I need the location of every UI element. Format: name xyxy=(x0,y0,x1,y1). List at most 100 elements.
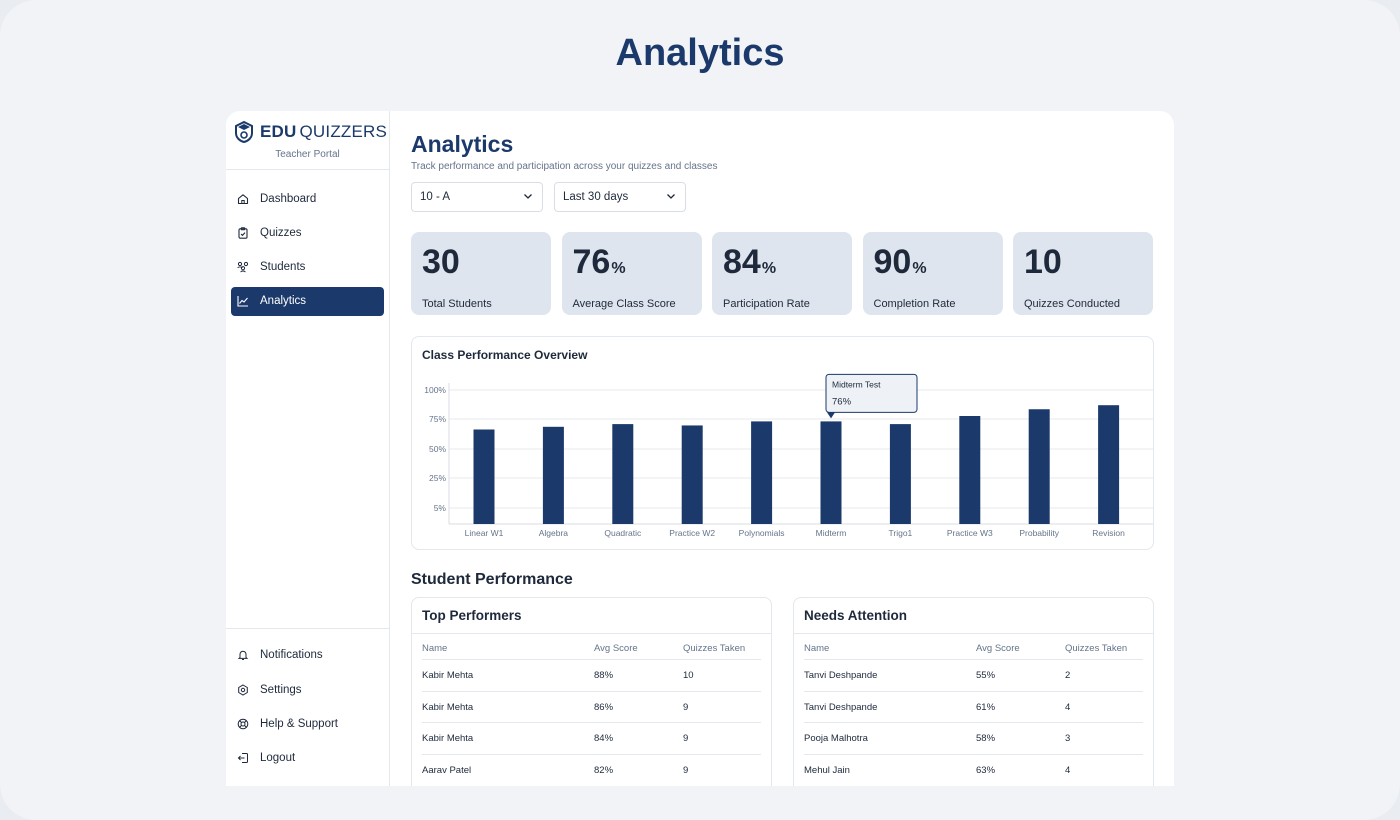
stat-label: Average Class Score xyxy=(572,298,676,310)
brand-name-bold: EDU xyxy=(260,122,297,141)
class-select[interactable]: 10 - A xyxy=(411,182,543,212)
sidebar-item-help[interactable]: Help & Support xyxy=(231,709,384,738)
table-row[interactable]: Kabir Mehta 86% 9 xyxy=(422,692,761,724)
stat-value: 90 xyxy=(873,243,912,281)
tooltip-pointer xyxy=(827,412,835,419)
avg-score: 88% xyxy=(594,669,614,681)
sidebar-item-notifications[interactable]: Notifications xyxy=(231,641,384,670)
x-tick-label: Linear W1 xyxy=(465,528,504,538)
quizzes-taken: 3 xyxy=(1065,733,1071,745)
sidebar-item-students[interactable]: Students xyxy=(231,253,384,282)
avg-score: 63% xyxy=(976,764,996,776)
x-tick-label: Trigo1 xyxy=(889,528,913,538)
date-range-select[interactable]: Last 30 days xyxy=(554,182,686,212)
tooltip xyxy=(825,373,918,413)
bar xyxy=(1098,405,1120,524)
student-name: Tanvi Deshpande xyxy=(804,701,878,713)
tooltip-label: Midterm Test xyxy=(832,379,881,389)
table-row[interactable]: Tanvi Deshpande 61% 4 xyxy=(804,692,1143,724)
y-tick-label: 50% xyxy=(429,444,446,454)
stat-label: Participation Rate xyxy=(723,298,810,310)
avg-score: 55% xyxy=(976,669,996,681)
tooltip-value: 76% xyxy=(832,396,852,407)
y-tick-label: 75% xyxy=(429,414,446,424)
sidebar-nav: Dashboard Quizzes Students xyxy=(226,170,389,316)
sidebar-item-label: Quizzes xyxy=(260,226,302,239)
student-name: Kabir Mehta xyxy=(422,701,474,713)
bar xyxy=(542,426,564,524)
stat-label: Quizzes Conducted xyxy=(1024,298,1120,310)
table-row[interactable]: Aarav Patel 82% 9 xyxy=(422,755,761,786)
x-tick-label: Practice W3 xyxy=(947,528,993,538)
stat-unit: % xyxy=(611,260,626,277)
main-title: Analytics xyxy=(411,131,514,157)
student-name: Aarav Patel xyxy=(422,764,472,776)
quizzes-taken: 2 xyxy=(1065,669,1071,681)
page-heading: Analytics xyxy=(615,32,785,74)
stat-card-total-students: 30 Total Students xyxy=(411,232,551,315)
bar xyxy=(681,425,703,524)
table-row[interactable]: Tanvi Deshpande 55% 2 xyxy=(804,660,1143,692)
chart-title: Class Performance Overview xyxy=(422,348,588,362)
stat-label: Completion Rate xyxy=(873,298,956,310)
student-performance-title: Student Performance xyxy=(411,571,573,588)
stats-row: 30 Total Students 76% Average Class Scor… xyxy=(411,232,1154,315)
sidebar-item-dashboard[interactable]: Dashboard xyxy=(231,184,384,213)
student-performance-tables: Top Performers Name Avg Score Quizzes Ta… xyxy=(411,597,1154,786)
sidebar-item-quizzes[interactable]: Quizzes xyxy=(231,218,384,247)
stat-unit: % xyxy=(912,260,927,277)
top-performers-table: Top Performers Name Avg Score Quizzes Ta… xyxy=(411,597,772,786)
users-icon xyxy=(237,261,249,273)
bar-chart: 100% 75% 50% 25% 5% Linear W1 Algebra Quadratic… xyxy=(424,373,1153,538)
bar xyxy=(473,429,495,524)
table-header: Name Avg Score Quizzes Taken xyxy=(804,634,1143,660)
stat-card-average-score: 76% Average Class Score xyxy=(561,232,702,315)
stat-value: 76 xyxy=(572,243,611,281)
sidebar-item-label: Settings xyxy=(260,683,302,696)
logout-icon xyxy=(237,752,249,764)
column-header: Avg Score xyxy=(594,643,638,654)
avg-score: 61% xyxy=(976,701,996,713)
main-subtitle: Track performance and participation acro… xyxy=(411,161,718,172)
sidebar-item-settings[interactable]: Settings xyxy=(231,675,384,704)
sidebar-item-label: Analytics xyxy=(260,295,307,308)
bar xyxy=(889,424,911,524)
filters: 10 - A Last 30 days xyxy=(411,182,1154,212)
y-tick-label: 100% xyxy=(424,385,446,395)
table-title: Needs Attention xyxy=(794,598,1153,634)
table-title: Top Performers xyxy=(412,598,771,634)
student-name: Tanvi Deshpande xyxy=(804,669,878,681)
stat-value: 84 xyxy=(723,243,761,281)
column-header: Name xyxy=(804,643,830,654)
stat-card-quizzes-conducted: 10 Quizzes Conducted xyxy=(1013,232,1153,315)
lifebuoy-icon xyxy=(237,718,249,730)
table-row[interactable]: Kabir Mehta 84% 9 xyxy=(422,723,761,756)
brand-name-light: QUIZZERS xyxy=(299,122,388,141)
column-header: Name xyxy=(422,643,448,654)
sidebar-item-analytics[interactable]: Analytics xyxy=(231,286,384,316)
sidebar-item-label: Dashboard xyxy=(260,192,317,205)
stat-value: 10 xyxy=(1024,243,1062,281)
chevron-down-icon xyxy=(666,191,676,204)
table-row[interactable]: Mehul Jain 63% 4 xyxy=(804,755,1143,786)
table-row[interactable]: Kabir Mehta 88% 10 xyxy=(422,660,761,692)
class-select-value: 10 - A xyxy=(420,191,451,203)
bar xyxy=(1028,409,1050,524)
x-tick-label: Midterm xyxy=(816,528,847,538)
student-name: Kabir Mehta xyxy=(422,669,474,681)
table-row[interactable]: Pooja Malhotra 58% 3 xyxy=(804,723,1143,756)
chevron-down-icon xyxy=(523,191,533,204)
y-tick-label: 25% xyxy=(429,473,446,483)
quizzes-taken: 10 xyxy=(683,669,694,681)
sidebar-bottom: Notifications Settings Help & Support xyxy=(226,627,389,786)
stat-label: Total Students xyxy=(422,298,492,310)
quizzes-taken: 9 xyxy=(683,764,689,776)
stat-value: 30 xyxy=(422,243,460,281)
sidebar-item-logout[interactable]: Logout xyxy=(231,744,384,773)
sidebar-item-label: Notifications xyxy=(260,649,323,662)
student-name: Pooja Malhotra xyxy=(804,733,868,745)
gear-icon xyxy=(237,684,249,696)
sidebar-item-label: Logout xyxy=(260,752,296,765)
class-performance-chart: 100% 75% 50% 25% 5% Linear W1 Algebra Quadratic… xyxy=(411,336,1154,550)
